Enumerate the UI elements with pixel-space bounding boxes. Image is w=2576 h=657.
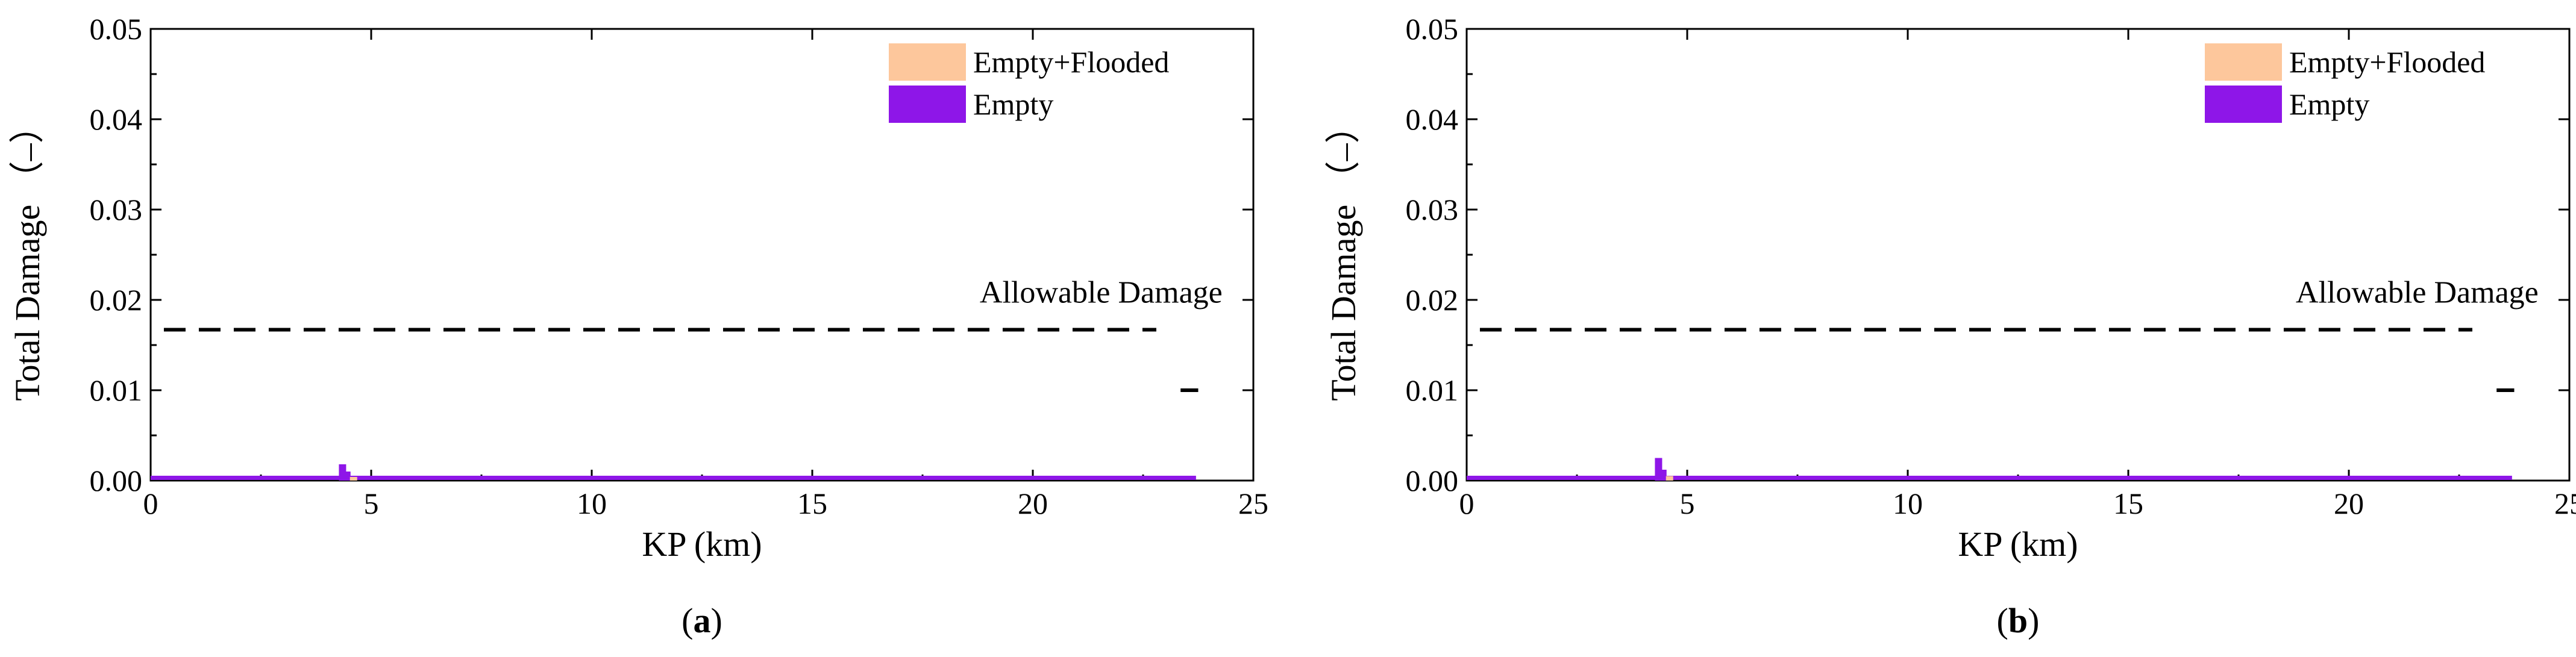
- y-axis-title: Total Damage （–）: [8, 108, 47, 401]
- x-tick-label: 15: [797, 487, 827, 520]
- plot-frame: [1465, 28, 2571, 482]
- legend-label: Empty+Flooded: [2289, 45, 2485, 79]
- y-tick-label: 0.05: [90, 12, 143, 46]
- x-tick-label: 25: [1238, 487, 1268, 520]
- x-tick-label: 0: [1459, 487, 1474, 520]
- legend-label: Empty: [2289, 87, 2369, 121]
- data-bar: [1659, 470, 1667, 481]
- y-tick-label: 0.05: [1406, 12, 1459, 46]
- x-tick-label: 25: [2554, 487, 2576, 520]
- y-tick-label: 0.01: [1406, 373, 1459, 407]
- y-axis-title: Total Damage （–）: [1324, 108, 1363, 401]
- data-bar: [1666, 476, 1673, 481]
- chart-b-svg: 0 5 10 15 20 25 0.00 0.01 0.02 0.03 0.04 0.05 KP (km…: [1324, 12, 2576, 640]
- data-bar: [349, 477, 357, 481]
- caption-close-paren: ): [711, 601, 722, 640]
- x-tick-label: 0: [143, 487, 158, 520]
- caption-open-paren: (: [682, 601, 693, 640]
- x-tick-label: 10: [577, 487, 607, 520]
- x-axis-title: KP (km): [1958, 525, 2078, 564]
- y-tick-label: 0.00: [1406, 464, 1459, 497]
- y-tick-label: 0.03: [90, 193, 143, 226]
- legend-swatch: [889, 43, 966, 81]
- legend-swatch: [889, 86, 966, 123]
- caption-letter: a: [694, 601, 711, 640]
- x-tick-label: 20: [2334, 487, 2364, 520]
- x-axis-title: KP (km): [642, 525, 762, 564]
- caption-open-paren: (: [1997, 601, 2008, 640]
- y-tick-label: 0.01: [90, 373, 143, 407]
- chart-panel-a: 0 5 10 15 20 25 0.00 0.01 0.02 0.03 0.04 0.05 KP (km…: [8, 12, 1268, 640]
- y-tick-label: 0.04: [90, 102, 143, 136]
- panel-caption: (a): [682, 601, 722, 640]
- x-tick-label: 5: [1680, 487, 1695, 520]
- legend-label: Empty+Flooded: [973, 45, 1169, 79]
- panel-caption: (b): [1997, 601, 2040, 640]
- chart-a-svg: 0 5 10 15 20 25 0.00 0.01 0.02 0.03 0.04 0.05 KP (km…: [8, 12, 1268, 640]
- x-tick-label: 15: [2113, 487, 2143, 520]
- x-tick-label: 10: [1893, 487, 1923, 520]
- x-tick-label: 20: [1018, 487, 1048, 520]
- caption-letter: b: [2008, 601, 2028, 640]
- legend-swatch: [2205, 86, 2282, 123]
- y-tick-label: 0.02: [90, 283, 143, 317]
- data-bar: [343, 472, 351, 481]
- caption-close-paren: ): [2028, 601, 2039, 640]
- y-tick-label: 0.02: [1406, 283, 1459, 317]
- y-tick-label: 0.04: [1406, 102, 1459, 136]
- y-tick-label: 0.00: [90, 464, 143, 497]
- allowable-damage-label: Allowable Damage: [980, 276, 1223, 310]
- chart-panel-b: 0 5 10 15 20 25 0.00 0.01 0.02 0.03 0.04 0.05 KP (km…: [1316, 0, 2576, 657]
- allowable-damage-label: Allowable Damage: [2296, 276, 2539, 310]
- legend-label: Empty: [973, 87, 1053, 121]
- legend-swatch: [2205, 43, 2282, 81]
- y-tick-label: 0.03: [1406, 193, 1459, 226]
- x-tick-label: 5: [364, 487, 379, 520]
- plot-frame: [149, 28, 1255, 482]
